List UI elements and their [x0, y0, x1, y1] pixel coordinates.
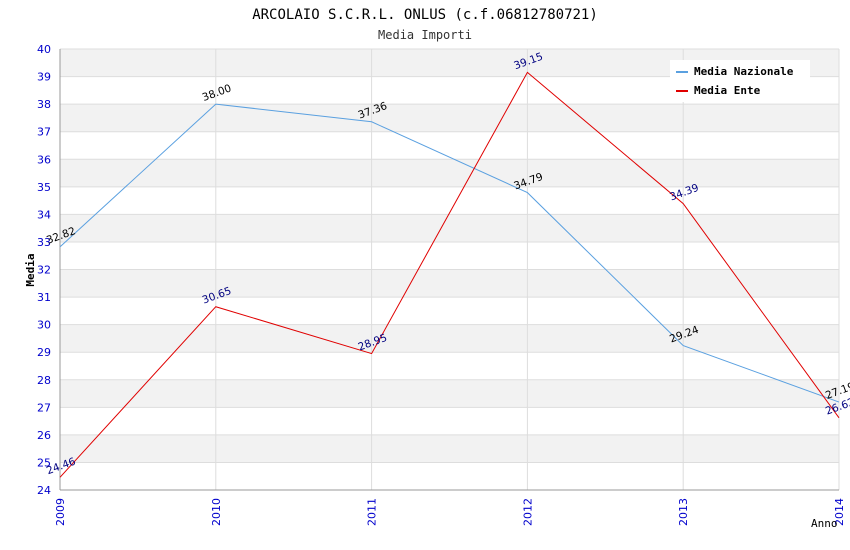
series-line-media-ente: [59, 71, 840, 478]
x-tick-labels: 2009 2010 2011 2012 2013 2014: [54, 498, 846, 526]
series-line-media-nazionale: [59, 103, 840, 403]
y-tick-label: 28: [37, 374, 51, 387]
plot-bands: [60, 49, 839, 463]
legend-label-media-ente: Media Ente: [694, 84, 761, 97]
x-tick-label: 2011: [366, 498, 379, 526]
plot-band: [60, 324, 839, 353]
y-tick-label: 32: [37, 264, 51, 277]
plot-band: [60, 214, 839, 242]
legend-label-media-nazionale: Media Nazionale: [694, 65, 794, 78]
legend-box: [670, 60, 810, 102]
y-tick-label: 27: [37, 401, 51, 414]
plot-band: [60, 434, 839, 463]
y-tick-label: 39: [37, 71, 51, 84]
y-tick-label: 37: [37, 126, 51, 139]
x-axis-label: Anno: [811, 517, 838, 530]
axes: [59, 49, 839, 491]
y-tick-label: 35: [37, 181, 51, 194]
y-tick-label: 26: [37, 429, 51, 442]
y-tick-label: 38: [37, 98, 51, 111]
y-tick-label: 40: [37, 43, 51, 56]
y-tick-label: 24: [37, 484, 51, 497]
plot-band: [60, 104, 839, 132]
y-tick-label: 33: [37, 236, 51, 249]
y-axis-label: Media: [24, 253, 37, 286]
x-tick-label: 2009: [54, 498, 67, 526]
legend: Media Nazionale Media Ente: [670, 60, 810, 102]
x-tick-label: 2010: [210, 498, 223, 526]
chart-subtitle: Media Importi: [378, 28, 472, 42]
y-tick-label: 30: [37, 319, 51, 332]
x-tick-label: 2014: [833, 498, 846, 526]
x-tick-label: 2013: [677, 498, 690, 526]
y-tick-label: 31: [37, 291, 51, 304]
series-lines: [59, 71, 840, 478]
x-tick-label: 2012: [521, 498, 534, 526]
plot-band: [60, 379, 839, 408]
grid-lines: [59, 48, 840, 491]
y-tick-label: 36: [37, 153, 51, 166]
y-tick-label: 29: [37, 346, 51, 359]
plot-band: [60, 159, 839, 187]
y-tick-label: 34: [37, 208, 51, 221]
y-tick-label: 25: [37, 456, 51, 469]
chart-title: ARCOLAIO S.C.R.L. ONLUS (c.f.06812780721…: [252, 7, 598, 23]
data-label: 38.00: [201, 82, 233, 104]
plot-band: [60, 269, 839, 298]
y-tick-labels: 24 25 26 27 28 29 30 31 32 33 34 35 36 37 38 39 40: [37, 43, 51, 497]
